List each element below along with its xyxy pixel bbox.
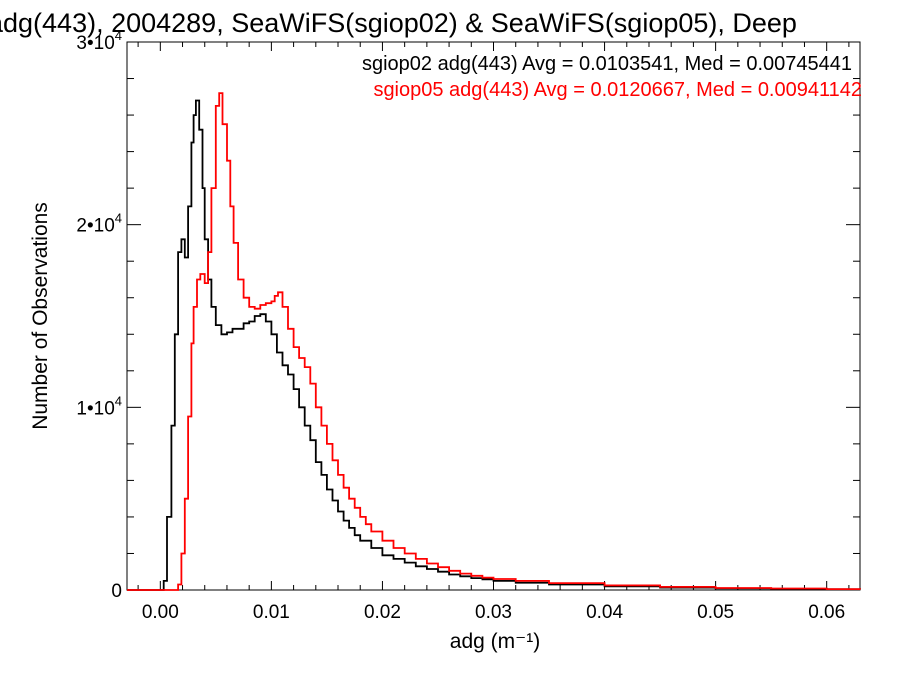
series-line-sgiop02 <box>127 99 861 591</box>
x-axis-ticks: 0.00 0.01 0.02 0.03 0.04 0.05 0.06 <box>137 42 850 623</box>
y-tick-label: 2•104 <box>76 211 122 237</box>
x-axis-label: adg (m⁻¹) <box>450 630 540 653</box>
x-tick-label: 0.01 <box>253 602 290 623</box>
x-tick-label: 0.05 <box>697 602 734 623</box>
series-line-sgiop05 <box>127 92 861 591</box>
x-tick-label: 0.03 <box>475 602 512 623</box>
series-layer <box>127 92 861 591</box>
x-tick-label: 0.00 <box>142 602 179 623</box>
x-tick-label: 0.06 <box>808 602 845 623</box>
x-tick-label: 0.04 <box>586 602 623 623</box>
y-axis-ticks: 0 1•104 2•104 3•104 <box>76 28 860 602</box>
chart-title: adg(443), 2004289, SeaWiFS(sgiop02) & Se… <box>0 8 797 38</box>
plot-frame <box>126 41 861 591</box>
y-tick-label: 1•104 <box>76 393 122 419</box>
x-tick-label: 0.02 <box>364 602 401 623</box>
annotation-sgiop02: sgiop02 adg(443) Avg = 0.0103541, Med = … <box>362 53 852 75</box>
y-tick-label: 0 <box>111 581 122 602</box>
y-axis-label: Number of Observations <box>29 202 52 430</box>
annotation-sgiop05: sgiop05 adg(443) Avg = 0.0120667, Med = … <box>373 79 862 101</box>
y-tick-label: 3•104 <box>76 28 122 54</box>
x-axis-label-text: adg (m⁻¹) <box>450 630 540 653</box>
